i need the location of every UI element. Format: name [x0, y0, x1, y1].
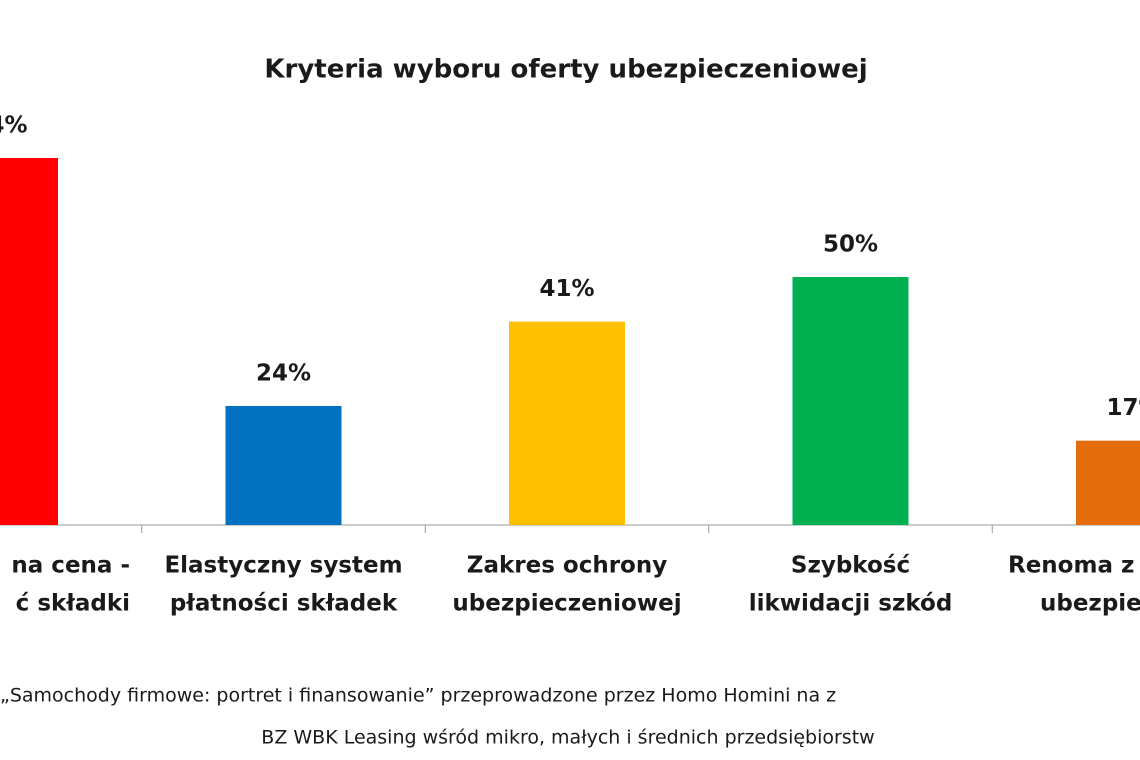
value-label: 17%: [1106, 395, 1140, 421]
value-label: 74%: [0, 112, 28, 138]
x-tick-label: płatności składek: [170, 591, 398, 617]
bar: [509, 321, 625, 525]
value-label: 50%: [823, 232, 878, 258]
x-tick-label: ubezpieczeniowej: [452, 591, 681, 617]
x-tick-label: Elastyczny system: [164, 553, 402, 579]
source-line: BZ WBK Leasing wśród mikro, małych i śre…: [261, 727, 874, 749]
bar: [225, 405, 342, 525]
bar: [0, 157, 58, 525]
x-tick-label: Renoma z: [1008, 553, 1134, 579]
x-tick-label: Zakres ochrony: [467, 553, 667, 579]
x-tick-label: Szybkość: [791, 553, 910, 579]
x-tick-label: ubezpie: [1040, 591, 1140, 617]
x-tick-label: ć składki: [16, 591, 130, 617]
x-tick-label: na cena -: [11, 553, 130, 579]
chart-title: Kryteria wyboru oferty ubezpieczeniowej: [264, 55, 867, 85]
bar: [792, 277, 909, 525]
source-line: „Samochody firmowe: portret i finansowan…: [0, 685, 836, 707]
bar: [1076, 440, 1140, 525]
value-label: 41%: [539, 276, 594, 302]
value-label: 24%: [256, 360, 311, 386]
x-tick-label: likwidacji szkód: [749, 591, 953, 617]
